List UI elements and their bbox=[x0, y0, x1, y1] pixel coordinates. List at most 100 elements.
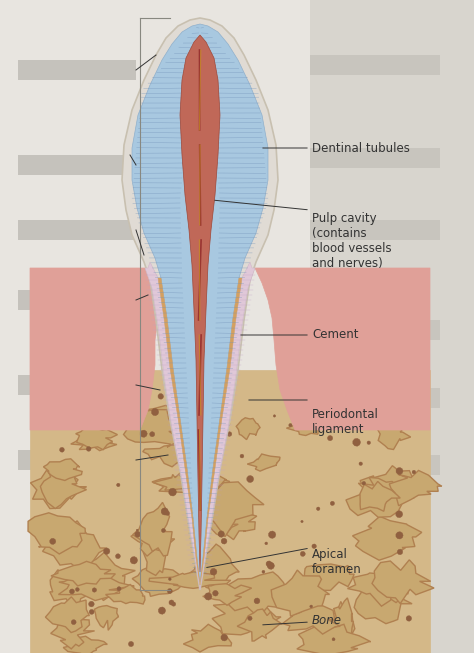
Polygon shape bbox=[330, 598, 354, 643]
Polygon shape bbox=[367, 441, 371, 445]
Bar bbox=[310, 148, 440, 168]
Polygon shape bbox=[89, 609, 94, 614]
Polygon shape bbox=[353, 517, 422, 560]
Polygon shape bbox=[89, 601, 94, 607]
Polygon shape bbox=[347, 573, 403, 606]
Polygon shape bbox=[303, 564, 354, 591]
Polygon shape bbox=[104, 548, 110, 554]
Polygon shape bbox=[289, 423, 292, 427]
Polygon shape bbox=[396, 511, 403, 518]
Polygon shape bbox=[117, 586, 121, 591]
Polygon shape bbox=[190, 482, 264, 537]
Polygon shape bbox=[169, 600, 174, 605]
Polygon shape bbox=[218, 509, 257, 539]
Polygon shape bbox=[200, 262, 255, 590]
Polygon shape bbox=[152, 470, 229, 498]
Text: Bone: Bone bbox=[312, 614, 342, 626]
Polygon shape bbox=[63, 636, 107, 653]
Text: Periodontal
ligament: Periodontal ligament bbox=[312, 408, 379, 436]
Polygon shape bbox=[70, 589, 74, 594]
Polygon shape bbox=[377, 414, 410, 449]
Polygon shape bbox=[265, 542, 268, 545]
Bar bbox=[18, 375, 136, 395]
Polygon shape bbox=[346, 477, 404, 517]
Polygon shape bbox=[247, 454, 280, 471]
Polygon shape bbox=[283, 601, 340, 634]
Polygon shape bbox=[330, 502, 335, 505]
Polygon shape bbox=[226, 422, 230, 426]
Polygon shape bbox=[152, 408, 159, 416]
Polygon shape bbox=[71, 620, 76, 625]
Polygon shape bbox=[221, 538, 227, 544]
Polygon shape bbox=[50, 567, 89, 612]
Text: Apical
foramen: Apical foramen bbox=[312, 548, 362, 576]
Polygon shape bbox=[122, 18, 278, 590]
Polygon shape bbox=[158, 394, 164, 399]
Polygon shape bbox=[218, 531, 225, 537]
Bar bbox=[310, 220, 440, 240]
Polygon shape bbox=[247, 475, 254, 483]
Bar bbox=[18, 155, 136, 175]
Polygon shape bbox=[106, 584, 145, 604]
Polygon shape bbox=[412, 470, 416, 474]
Polygon shape bbox=[248, 616, 252, 620]
Bar bbox=[0, 0, 310, 653]
Polygon shape bbox=[158, 607, 165, 614]
Polygon shape bbox=[240, 454, 244, 458]
Polygon shape bbox=[58, 573, 134, 601]
Polygon shape bbox=[92, 588, 97, 592]
Polygon shape bbox=[117, 483, 120, 486]
Polygon shape bbox=[382, 567, 409, 603]
Polygon shape bbox=[180, 474, 183, 477]
Polygon shape bbox=[75, 588, 79, 592]
Polygon shape bbox=[165, 511, 170, 515]
Polygon shape bbox=[301, 551, 305, 556]
Bar bbox=[310, 388, 440, 408]
Polygon shape bbox=[133, 502, 172, 556]
Polygon shape bbox=[298, 392, 351, 407]
Polygon shape bbox=[362, 481, 366, 485]
Polygon shape bbox=[28, 513, 85, 554]
Polygon shape bbox=[51, 562, 115, 586]
Polygon shape bbox=[167, 588, 173, 594]
Polygon shape bbox=[150, 432, 155, 437]
Bar bbox=[18, 450, 136, 470]
Polygon shape bbox=[360, 466, 421, 502]
Polygon shape bbox=[328, 436, 333, 441]
Polygon shape bbox=[69, 552, 135, 601]
Text: Pulp cavity
(contains
blood vessels
and nerves): Pulp cavity (contains blood vessels and … bbox=[312, 212, 392, 270]
Polygon shape bbox=[30, 268, 175, 430]
Polygon shape bbox=[143, 526, 168, 575]
Polygon shape bbox=[237, 609, 283, 641]
Polygon shape bbox=[313, 414, 316, 417]
Polygon shape bbox=[319, 407, 326, 413]
Polygon shape bbox=[359, 462, 363, 466]
Polygon shape bbox=[330, 601, 355, 650]
Polygon shape bbox=[221, 634, 228, 641]
Polygon shape bbox=[86, 447, 91, 451]
Polygon shape bbox=[236, 418, 260, 439]
Polygon shape bbox=[254, 598, 260, 604]
Polygon shape bbox=[172, 602, 176, 606]
Polygon shape bbox=[205, 593, 212, 600]
Polygon shape bbox=[136, 529, 138, 532]
Polygon shape bbox=[269, 531, 276, 538]
Polygon shape bbox=[51, 615, 95, 649]
Polygon shape bbox=[100, 400, 105, 404]
Polygon shape bbox=[262, 570, 265, 573]
Polygon shape bbox=[94, 605, 118, 630]
Bar bbox=[18, 220, 136, 240]
Polygon shape bbox=[389, 470, 442, 505]
Polygon shape bbox=[60, 447, 64, 452]
Polygon shape bbox=[200, 278, 242, 585]
Polygon shape bbox=[267, 562, 274, 569]
Polygon shape bbox=[158, 278, 200, 585]
Polygon shape bbox=[135, 532, 141, 537]
Polygon shape bbox=[211, 462, 218, 468]
Polygon shape bbox=[301, 520, 303, 522]
Polygon shape bbox=[128, 641, 134, 646]
Bar bbox=[18, 60, 136, 80]
Polygon shape bbox=[332, 638, 335, 641]
Text: Dentinal tubules: Dentinal tubules bbox=[312, 142, 410, 155]
Polygon shape bbox=[115, 406, 183, 430]
